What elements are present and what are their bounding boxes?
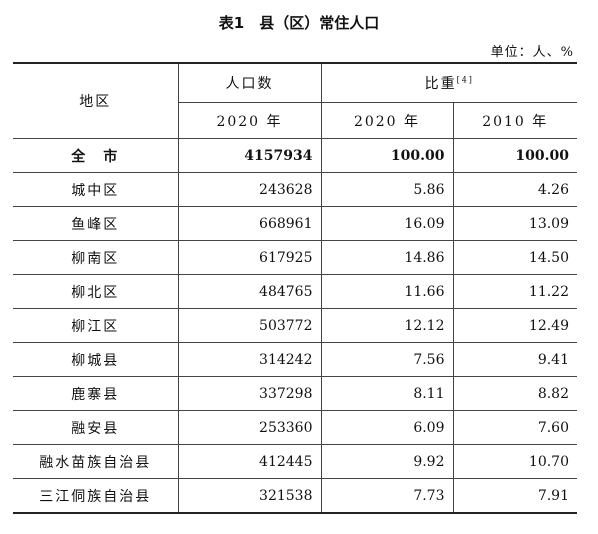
value-cell: 4.26	[452, 172, 577, 207]
value-cell: 668961	[177, 206, 322, 241]
table-row: 柳北区 484765 11.66 11.22	[13, 274, 577, 309]
header-cell: 人口数	[177, 62, 322, 103]
region-cell: 鱼峰区	[13, 206, 179, 241]
value-cell: 11.66	[320, 274, 454, 309]
value-cell: 337298	[177, 376, 322, 411]
unit: 单位：人、%	[490, 45, 574, 60]
value-cell: 243628	[177, 172, 322, 207]
region-cell: 柳城县	[13, 342, 179, 377]
header-cell: 2020 年	[178, 102, 322, 139]
value-cell: 314242	[177, 342, 322, 377]
value-cell: 8.82	[452, 376, 577, 411]
region-cell: 全 市	[13, 138, 179, 173]
table-row: 柳城县 314242 7.56 9.41	[13, 342, 577, 377]
region-cell: 融水苗族自治县	[13, 444, 179, 479]
table-row: 鹿寨县 337298 8.11 8.82	[13, 376, 577, 411]
value-cell: 5.86	[320, 172, 454, 207]
table: 地区 人口数 比重[4] 2020 年 2020 年 2010 年 全 市 415…	[13, 62, 577, 514]
value-cell: 11.22	[452, 274, 577, 309]
table-row: 融水苗族自治县 412445 9.92 10.70	[13, 444, 577, 479]
value-cell: 8.11	[320, 376, 454, 411]
region-cell: 融安县	[13, 410, 179, 445]
value-cell: 4157934	[177, 138, 322, 173]
table-row: 鱼峰区 668961 16.09 13.09	[13, 206, 577, 241]
region-cell: 城中区	[13, 172, 179, 207]
value-cell: 10.70	[452, 444, 577, 479]
value-cell: 14.50	[452, 240, 577, 275]
table-row: 融安县 253360 6.09 7.60	[13, 410, 577, 445]
value-cell: 13.09	[452, 206, 577, 241]
value-cell: 6.09	[320, 410, 454, 445]
value-cell: 484765	[177, 274, 322, 309]
header-cell: 2010 年	[452, 102, 577, 139]
region-cell: 柳江区	[13, 308, 179, 343]
value-cell: 617925	[177, 240, 322, 275]
value-cell: 9.92	[320, 444, 454, 479]
value-cell: 253360	[177, 410, 322, 445]
value-cell: 14.86	[320, 240, 454, 275]
header-cell: 比重[4]	[320, 62, 577, 103]
header-cell: 2020 年	[320, 102, 454, 139]
region-cell: 鹿寨县	[13, 376, 179, 411]
value-cell: 7.73	[320, 478, 454, 514]
value-cell: 412445	[177, 444, 322, 479]
table-row: 三江侗族自治县 321538 7.73 7.91	[13, 478, 577, 514]
value-cell: 7.60	[452, 410, 577, 445]
title: 表1 县（区）常住人口	[218, 14, 380, 32]
header-cell: 地区	[13, 62, 179, 139]
table-body: 全 市 4157934 100.00 100.00 城中区 243628 5.86 4.26 鱼…	[13, 138, 577, 514]
value-cell: 7.56	[320, 342, 454, 377]
value-cell: 100.00	[452, 138, 577, 173]
value-cell: 503772	[177, 308, 322, 343]
value-cell: 9.41	[452, 342, 577, 377]
region-cell: 柳北区	[13, 274, 179, 309]
region-cell: 柳南区	[13, 240, 179, 275]
region-cell: 三江侗族自治县	[13, 478, 179, 514]
value-cell: 321538	[177, 478, 322, 514]
value-cell: 16.09	[320, 206, 454, 241]
table-row: 城中区 243628 5.86 4.26	[13, 172, 577, 207]
table-row: 柳江区 503772 12.12 12.49	[13, 308, 577, 343]
footnote-ref: [4]	[456, 75, 474, 85]
value-cell: 12.12	[320, 308, 454, 343]
table-row: 全 市 4157934 100.00 100.00	[13, 138, 577, 173]
value-cell: 100.00	[320, 138, 454, 173]
value-cell: 7.91	[452, 478, 577, 514]
table-row: 柳南区 617925 14.86 14.50	[13, 240, 577, 275]
value-cell: 12.49	[452, 308, 577, 343]
header-text: 比重	[424, 76, 457, 92]
